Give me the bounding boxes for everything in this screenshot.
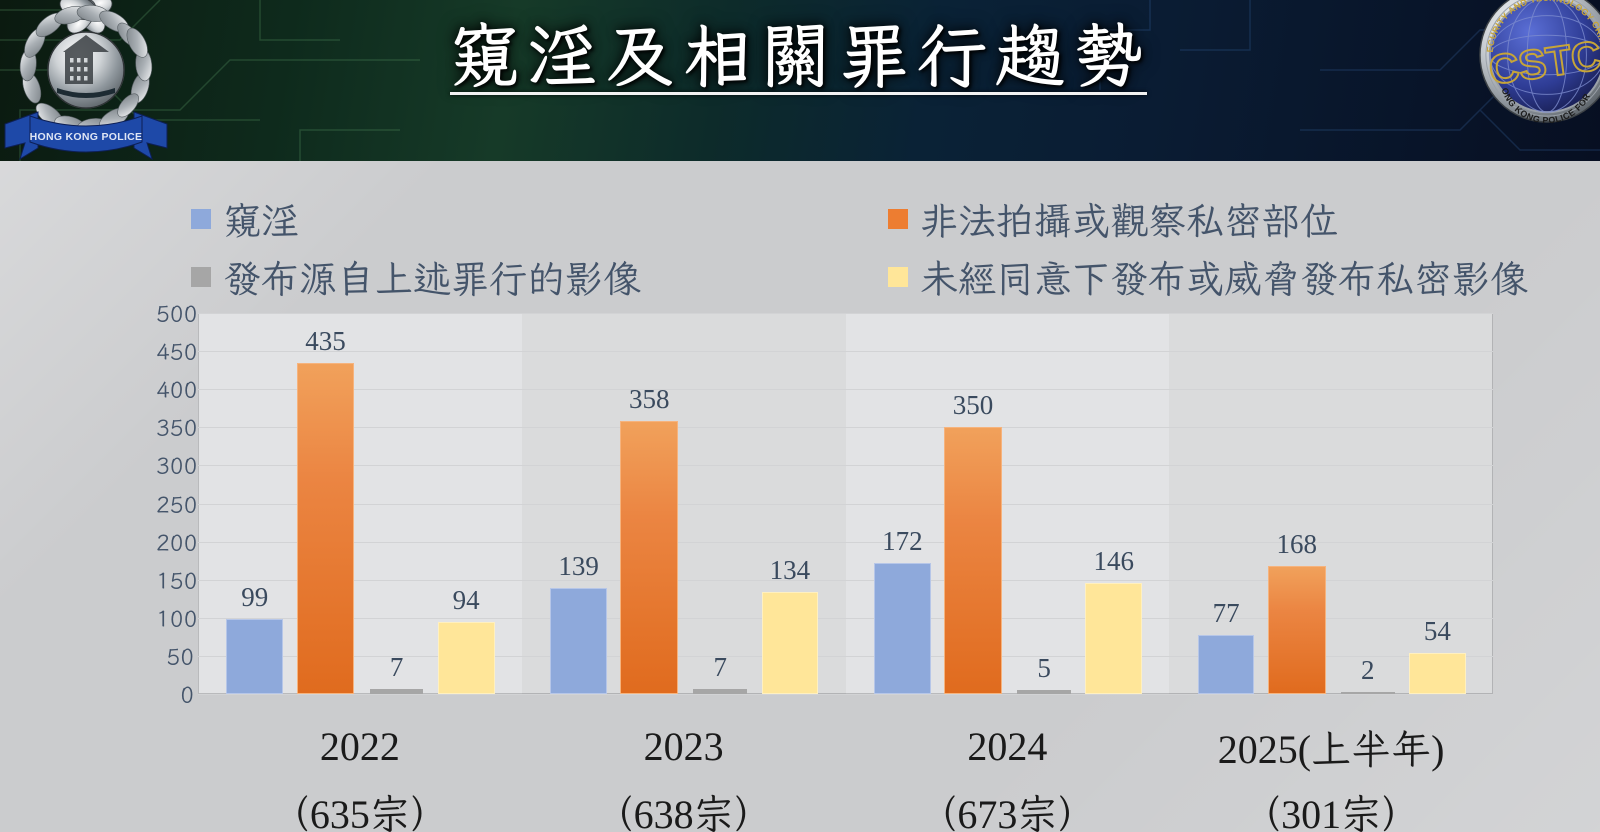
svg-text:HONG KONG POLICE: HONG KONG POLICE [30, 131, 143, 143]
